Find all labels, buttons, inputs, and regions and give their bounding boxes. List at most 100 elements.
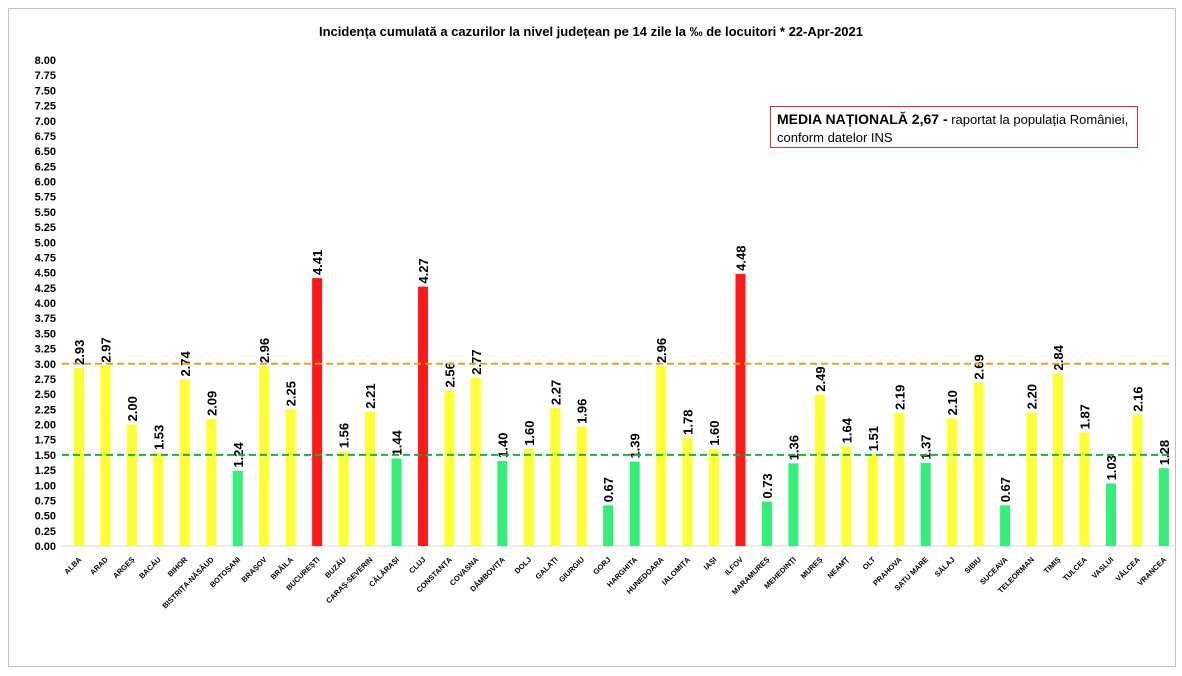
category-label: VRANCEA xyxy=(1136,555,1169,588)
national-average-text: raportat la populația României, conform … xyxy=(777,112,1129,145)
y-tick-label: 4.75 xyxy=(35,252,56,264)
category-label: IAȘI xyxy=(702,555,719,572)
data-label: 2.10 xyxy=(945,390,960,415)
bar xyxy=(497,460,508,546)
y-tick-label: 1.25 xyxy=(35,465,56,477)
data-label: 0.67 xyxy=(998,477,1013,502)
y-tick-label: 7.50 xyxy=(35,85,56,97)
data-label: 4.48 xyxy=(734,246,749,271)
y-tick-label: 1.75 xyxy=(35,435,56,447)
national-average-value: MEDIA NAȚIONALĂ 2,67 - xyxy=(777,111,948,127)
data-label: 0.73 xyxy=(760,473,775,498)
bar xyxy=(1158,468,1169,546)
data-label: 1.51 xyxy=(866,426,881,451)
data-label: 2.56 xyxy=(442,362,457,387)
bar xyxy=(259,366,270,546)
category-label: SĂLAJ xyxy=(933,555,957,579)
bar xyxy=(417,286,428,546)
y-tick-label: 5.25 xyxy=(35,222,56,234)
bar xyxy=(814,394,825,546)
y-tick-label: 1.50 xyxy=(35,450,56,462)
category-label: DOLJ xyxy=(513,555,534,576)
y-tick-label: 0.50 xyxy=(35,511,56,523)
bar xyxy=(312,278,323,546)
bar xyxy=(285,409,296,546)
bar xyxy=(550,408,561,546)
bar xyxy=(894,412,905,546)
data-label: 1.53 xyxy=(151,425,166,450)
bar xyxy=(709,448,720,546)
y-tick-label: 3.75 xyxy=(35,313,56,325)
bar xyxy=(470,377,481,546)
data-label: 1.64 xyxy=(839,417,854,443)
y-tick-label: 4.50 xyxy=(35,268,56,280)
category-label: CARAȘ-SEVERIN xyxy=(324,555,374,605)
bar xyxy=(444,390,455,546)
data-label: 1.60 xyxy=(707,420,722,445)
data-label: 1.37 xyxy=(919,434,934,459)
y-tick-label: 3.50 xyxy=(35,328,56,340)
bar xyxy=(365,411,376,546)
category-label: ARGEȘ xyxy=(111,555,136,580)
bar xyxy=(761,501,772,546)
category-label: MUREȘ xyxy=(799,555,825,581)
y-tick-label: 6.75 xyxy=(35,131,56,143)
bar xyxy=(788,463,799,546)
bar xyxy=(1000,505,1011,546)
data-label: 2.69 xyxy=(972,354,987,379)
bar xyxy=(153,453,164,546)
y-tick-label: 4.00 xyxy=(35,298,56,310)
bar xyxy=(126,424,137,546)
category-label: BIHOR xyxy=(166,555,190,579)
y-tick-label: 8.00 xyxy=(35,55,56,67)
data-label: 2.97 xyxy=(98,337,113,362)
data-label: 2.16 xyxy=(1130,386,1145,411)
y-tick-label: 6.50 xyxy=(35,146,56,158)
data-label: 4.27 xyxy=(416,258,431,283)
category-label: CLUJ xyxy=(407,555,427,575)
data-label: 2.96 xyxy=(257,338,272,363)
bar xyxy=(391,458,402,546)
y-tick-label: 0.75 xyxy=(35,495,56,507)
category-label: OLT xyxy=(861,555,878,572)
bar xyxy=(576,426,587,546)
bar xyxy=(841,446,852,546)
data-label: 2.21 xyxy=(363,383,378,408)
y-tick-label: 1.00 xyxy=(35,480,56,492)
y-tick-label: 7.25 xyxy=(35,101,56,113)
bar xyxy=(867,454,878,546)
data-label: 4.41 xyxy=(310,250,325,275)
data-label: 2.27 xyxy=(548,380,563,405)
category-label: ALBA xyxy=(62,555,84,577)
data-label: 1.60 xyxy=(522,420,537,445)
bar xyxy=(1053,373,1064,546)
bar xyxy=(947,418,958,546)
data-label: 2.20 xyxy=(1025,384,1040,409)
y-tick-label: 2.75 xyxy=(35,374,56,386)
data-label: 1.44 xyxy=(390,429,405,455)
bar xyxy=(920,462,931,546)
bar xyxy=(1132,414,1143,546)
bar xyxy=(629,461,640,546)
bar xyxy=(100,365,111,546)
y-tick-label: 4.25 xyxy=(35,283,56,295)
y-tick-label: 3.00 xyxy=(35,359,56,371)
category-label: TULCEA xyxy=(1061,555,1089,583)
data-label: 1.39 xyxy=(628,433,643,458)
category-label: GORJ xyxy=(591,555,612,576)
data-label: 2.00 xyxy=(125,396,140,421)
category-label: NEAMȚ xyxy=(826,555,852,581)
chart-frame xyxy=(8,8,1176,667)
bar xyxy=(603,505,614,546)
bar xyxy=(338,451,349,546)
category-label: ARAD xyxy=(88,555,110,577)
y-tick-label: 7.00 xyxy=(35,116,56,128)
bar xyxy=(656,366,667,546)
data-label: 2.96 xyxy=(654,338,669,363)
y-tick-label: 5.75 xyxy=(35,192,56,204)
bar xyxy=(206,419,217,546)
data-label: 1.78 xyxy=(681,410,696,435)
y-tick-label: 7.75 xyxy=(35,70,56,82)
